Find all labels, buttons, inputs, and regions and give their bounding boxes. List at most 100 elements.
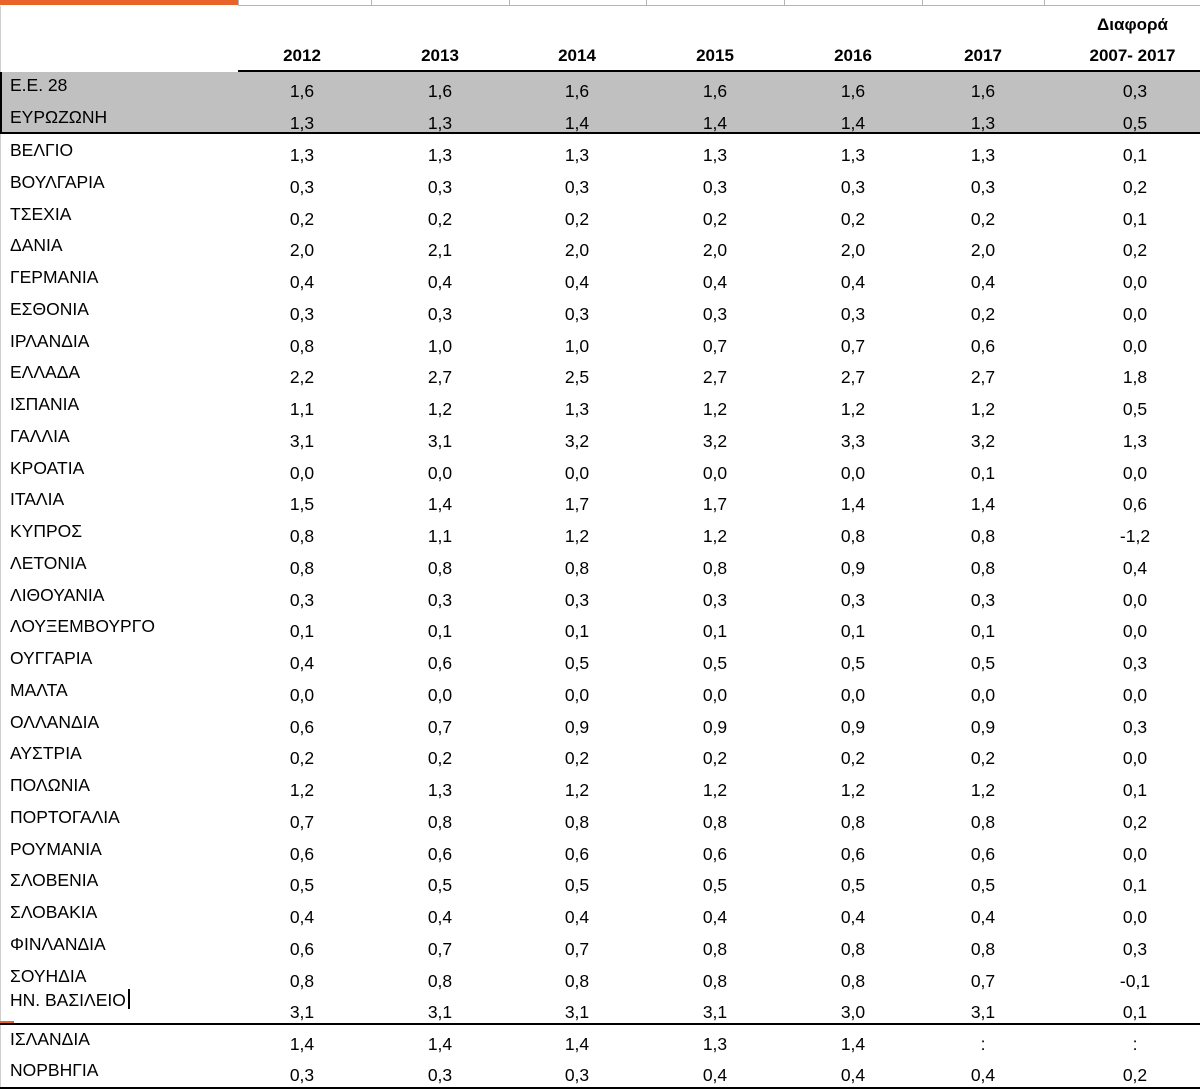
table-cell[interactable]: 0,2 xyxy=(1122,1065,1148,1085)
table-cell[interactable]: 0,8 xyxy=(564,557,590,578)
table-cell[interactable]: 0,3 xyxy=(427,1065,453,1085)
table-cell[interactable]: 0,3 xyxy=(840,176,866,197)
table-cell[interactable]: 0,8 xyxy=(427,811,453,832)
table-cell[interactable]: 2,0 xyxy=(702,240,728,261)
table-cell[interactable]: 1,2 xyxy=(702,399,728,419)
table-cell[interactable]: 0,9 xyxy=(564,716,590,737)
table-cell[interactable]: 0,0 xyxy=(1122,748,1148,769)
table-cell[interactable]: 1,4 xyxy=(702,112,728,133)
table-cell[interactable]: 0,0 xyxy=(1122,272,1148,292)
table-cell[interactable]: 0,5 xyxy=(970,653,996,673)
table-cell[interactable]: 0,4 xyxy=(970,1065,996,1085)
table-cell[interactable]: 0,6 xyxy=(427,843,453,864)
table-cell[interactable]: 0,8 xyxy=(702,811,728,832)
table-cell[interactable]: 1,7 xyxy=(564,494,590,515)
table-cell[interactable]: 2,7 xyxy=(840,367,866,388)
table-cell[interactable]: 1,4 xyxy=(289,1034,315,1054)
table-cell[interactable]: 1,3 xyxy=(564,145,590,165)
table-cell[interactable]: 0,8 xyxy=(970,938,996,959)
table-cell[interactable]: 0,0 xyxy=(1122,907,1148,927)
table-cell[interactable]: 0,1 xyxy=(1122,875,1148,896)
table-cell[interactable]: 0,2 xyxy=(970,303,996,324)
table-cell[interactable]: 0,0 xyxy=(427,684,453,705)
table-cell[interactable]: 0,0 xyxy=(1122,843,1148,864)
table-cell[interactable]: 2,7 xyxy=(970,367,996,388)
table-cell[interactable]: 1,4 xyxy=(564,112,590,133)
table-cell[interactable]: 0,1 xyxy=(970,462,996,483)
table-cell[interactable]: 1,3 xyxy=(564,399,590,419)
table-cell[interactable]: 0,6 xyxy=(289,843,315,864)
table-cell[interactable]: 3,2 xyxy=(970,430,996,451)
table-cell[interactable]: 0,4 xyxy=(289,907,315,927)
table-cell[interactable]: 0,8 xyxy=(289,557,315,578)
table-cell[interactable]: 0,0 xyxy=(1122,684,1148,705)
row-label[interactable]: ΠΟΛΩΝΙΑ xyxy=(10,775,90,795)
table-cell[interactable]: 0,0 xyxy=(564,462,590,483)
table-cell[interactable]: 0,1 xyxy=(702,621,728,642)
row-label[interactable]: ΒΕΛΓΙΟ xyxy=(10,140,74,160)
table-cell[interactable]: 3,2 xyxy=(564,430,590,451)
table-cell[interactable]: 0,3 xyxy=(1122,716,1148,737)
header-year-2012[interactable]: 2012 xyxy=(283,46,321,65)
table-cell[interactable]: 0,0 xyxy=(970,684,996,705)
table-cell[interactable]: 1,6 xyxy=(427,81,453,101)
row-label[interactable]: ΤΣΕΧΙΑ xyxy=(10,203,72,224)
table-cell[interactable]: 0,3 xyxy=(702,176,728,197)
table-cell[interactable]: 0,3 xyxy=(840,589,866,610)
table-cell[interactable]: 2,0 xyxy=(564,240,590,261)
table-cell[interactable]: 0,3 xyxy=(1122,81,1148,101)
table-cell[interactable]: 1,2 xyxy=(840,399,866,419)
row-label[interactable]: ΕΣΘΟΝΙΑ xyxy=(10,298,89,319)
table-cell[interactable]: 0,0 xyxy=(289,462,315,483)
table-cell[interactable]: 3,1 xyxy=(289,1002,315,1023)
table-cell[interactable]: 1,2 xyxy=(702,526,728,546)
table-cell[interactable]: 0,3 xyxy=(289,176,315,197)
table-cell[interactable]: 0,2 xyxy=(564,748,590,769)
table-cell[interactable]: 3,1 xyxy=(702,1002,728,1023)
table-cell[interactable]: 0,4 xyxy=(427,272,453,292)
table-cell[interactable]: 1,0 xyxy=(564,335,590,356)
table-cell[interactable]: 0,0 xyxy=(840,462,866,483)
table-cell[interactable]: 1,2 xyxy=(427,399,453,419)
table-cell[interactable]: 0,3 xyxy=(289,589,315,610)
table-cell[interactable]: 0,2 xyxy=(970,748,996,769)
table-cell[interactable]: 0,6 xyxy=(840,843,866,864)
table-cell[interactable]: 0,2 xyxy=(289,748,315,769)
table-cell[interactable]: 0,0 xyxy=(1122,621,1148,642)
table-cell[interactable]: 1,3 xyxy=(427,112,453,133)
row-label[interactable]: ΟΥΓΓΑΡΙΑ xyxy=(10,648,93,668)
table-cell[interactable]: 0,8 xyxy=(427,557,453,578)
table-cell[interactable]: 0,2 xyxy=(970,208,996,229)
table-cell[interactable]: 0,4 xyxy=(702,272,728,292)
table-cell[interactable]: 0,2 xyxy=(1122,176,1148,197)
table-cell[interactable]: 3,1 xyxy=(564,1002,590,1023)
row-label[interactable]: ΣΛΟΒΕΝΙΑ xyxy=(10,870,99,891)
table-cell[interactable]: 1,4 xyxy=(840,1034,866,1054)
row-label[interactable]: ΙΡΛΑΝΔΙΑ xyxy=(10,330,90,351)
table-cell[interactable]: 0,5 xyxy=(840,875,866,896)
row-label[interactable]: ΙΤΑΛΙΑ xyxy=(10,489,65,510)
table-cell[interactable]: 1,3 xyxy=(427,780,453,800)
table-cell[interactable]: 0,5 xyxy=(564,875,590,896)
table-cell[interactable]: 0,6 xyxy=(1122,494,1148,515)
table-cell[interactable]: 1,7 xyxy=(702,494,728,515)
header-diff-line2[interactable]: 2007- 2017 xyxy=(1089,46,1176,65)
table-cell[interactable]: 1,3 xyxy=(970,112,996,133)
header-year-2016[interactable]: 2016 xyxy=(834,46,872,65)
table-cell[interactable]: 1,3 xyxy=(970,145,996,165)
row-label[interactable]: ΓΕΡΜΑΝΙΑ xyxy=(10,267,99,287)
table-cell[interactable]: 0,4 xyxy=(564,907,590,927)
row-label[interactable]: ΓΑΛΛΙΑ xyxy=(10,425,70,446)
table-cell[interactable]: 2,7 xyxy=(702,367,728,388)
table-cell[interactable]: -1,2 xyxy=(1119,526,1151,546)
table-cell[interactable]: 2,2 xyxy=(289,367,315,388)
table-cell[interactable]: 0,7 xyxy=(970,970,996,991)
table-cell[interactable]: : xyxy=(1132,1034,1138,1054)
table-cell[interactable]: 1,4 xyxy=(840,494,866,515)
table-cell[interactable]: 0,2 xyxy=(840,748,866,769)
table-cell[interactable]: 0,5 xyxy=(564,653,590,673)
table-cell[interactable]: 0,7 xyxy=(702,335,728,356)
header-year-2014[interactable]: 2014 xyxy=(558,46,596,65)
row-label[interactable]: ΕΛΛΑΔΑ xyxy=(10,362,81,383)
table-cell[interactable]: 0,3 xyxy=(289,1065,315,1085)
